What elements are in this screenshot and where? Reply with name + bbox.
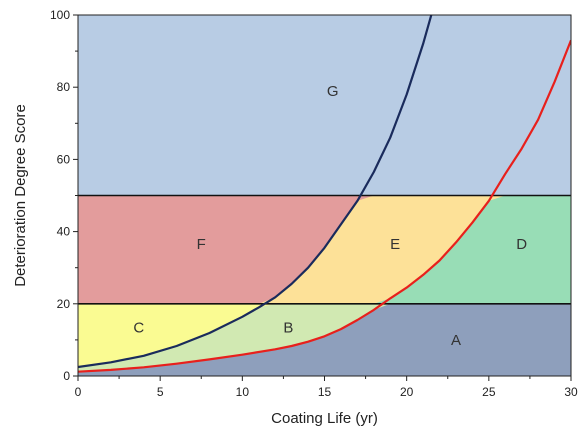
region-label-f: F [197,236,206,253]
x-tick-label: 20 [400,385,414,399]
region-label-d: D [516,236,527,253]
x-axis-title: Coating Life (yr) [271,410,378,427]
axes: 0 5 10 15 20 25 30 0 20 40 60 80 100 [50,8,578,399]
series-line-1 [78,39,571,373]
x-tick-label: 25 [482,385,496,399]
x-tick-label: 0 [75,385,82,399]
y-tick-label: 80 [57,80,71,94]
y-tick-label: 20 [57,297,71,311]
regions-layer [78,15,571,376]
region-label-b: B [283,319,293,336]
region-label-c: C [133,319,144,336]
region-label-a: A [451,332,461,349]
y-tick-label: 40 [57,225,71,239]
x-tick-label: 15 [318,385,332,399]
lines-layer [78,15,571,373]
x-tick-label: 10 [236,385,250,399]
y-tick-label: 100 [50,8,70,22]
x-tick-label: 5 [157,385,164,399]
y-axis-title: Deterioration Degree Score [12,104,29,287]
region-label-e: E [390,236,400,253]
x-tick-label: 30 [564,385,578,399]
series-line-2 [78,15,433,369]
y-tick-label: 60 [57,152,71,166]
y-tick-label: 0 [63,369,70,383]
region-f-fill [78,195,571,304]
region-label-g: G [327,83,339,100]
region-c-fill [78,303,571,367]
region-labels: A B C D E F G [133,83,527,349]
